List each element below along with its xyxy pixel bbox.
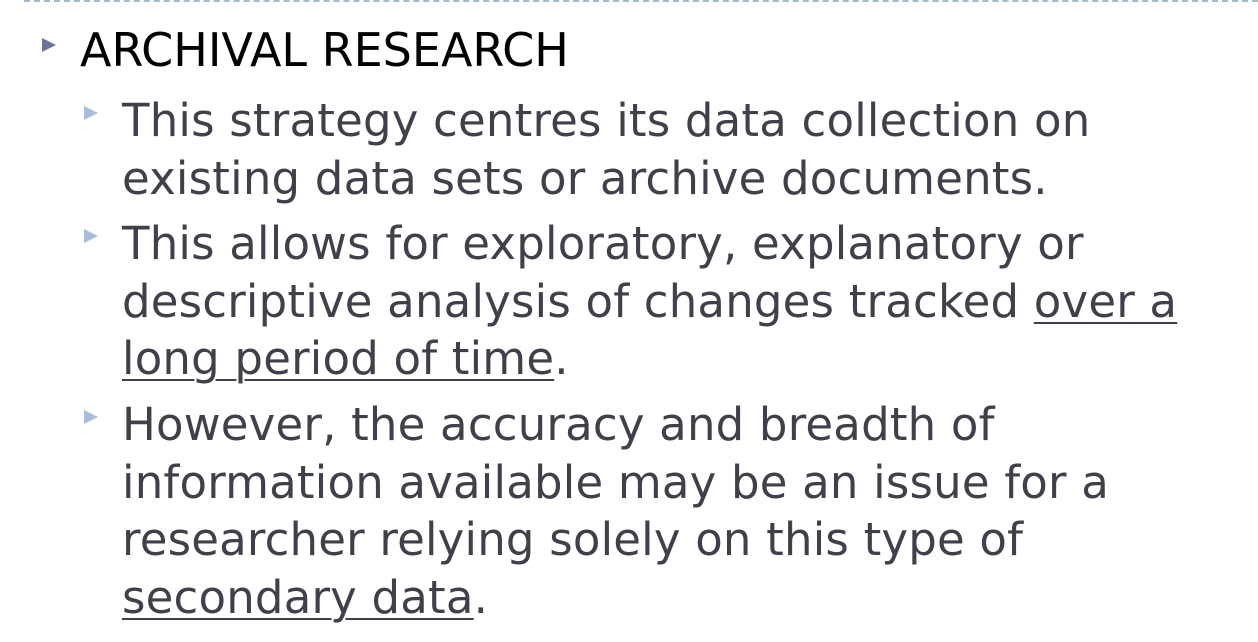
underlined-phrase: secondary data bbox=[122, 570, 474, 624]
bullet-text-end: . bbox=[554, 332, 569, 385]
triangle-bullet-icon bbox=[84, 410, 98, 424]
slide-heading: ARCHIVAL RESEARCH bbox=[80, 23, 569, 77]
bullet-text: However, the accuracy and breadth of inf… bbox=[122, 396, 1232, 626]
triangle-bullet-icon bbox=[84, 106, 98, 120]
bullet-text-end: . bbox=[473, 570, 489, 624]
bullet-text: This strategy centres its data collectio… bbox=[122, 92, 1232, 207]
triangle-bullet-icon bbox=[42, 38, 56, 52]
bullet-text-plain: However, the accuracy and breadth of inf… bbox=[122, 398, 1109, 566]
top-dashed-divider bbox=[24, 0, 1258, 2]
bullet-text-plain: This strategy centres its data collectio… bbox=[122, 94, 1091, 205]
underlined-phrase: over a long period of time bbox=[122, 274, 1178, 386]
bullet-text: This allows for exploratory, explanatory… bbox=[122, 215, 1232, 388]
bullet-text-plain: This allows for exploratory, explanatory… bbox=[122, 217, 1084, 328]
triangle-bullet-icon bbox=[84, 229, 98, 243]
